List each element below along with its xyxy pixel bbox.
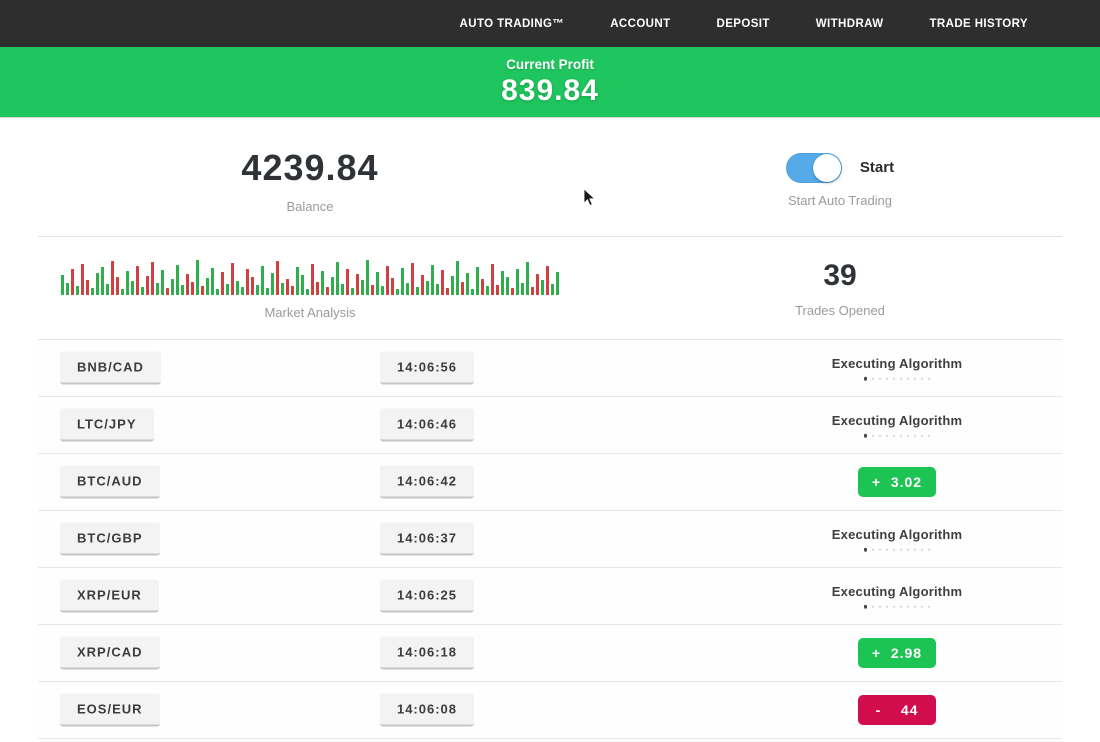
current-profit-banner: Current Profit 839.84 — [0, 47, 1100, 118]
profit-result-badge: + 2.98 — [857, 638, 937, 668]
top-navbar: AUTO TRADING™ ACCOUNT DEPOSIT WITHDRAW T… — [0, 0, 1100, 47]
pair-badge[interactable]: LTC/JPY — [60, 408, 154, 442]
time-badge: 14:06:25 — [379, 579, 475, 613]
profit-result-badge: + 3.02 — [857, 467, 937, 497]
stats-row-balance: 4239.84 Balance Start Start Auto Trading — [0, 118, 1100, 236]
status-executing-label: Executing Algorithm — [831, 526, 963, 542]
time-badge: 14:06:37 — [379, 522, 475, 556]
time-badge: 14:06:46 — [379, 408, 475, 442]
balance-label: Balance — [286, 198, 334, 214]
market-analysis-label: Market Analysis — [264, 304, 356, 320]
table-row: XRP/CAD 14:06:18 + 2.98 — [38, 625, 1062, 682]
nav-deposit[interactable]: DEPOSIT — [716, 17, 770, 30]
table-row: BNB/CAD 14:06:56 Executing Algorithm — [38, 340, 1062, 397]
algorithm-progress-dots — [817, 433, 977, 438]
stats-row-market: Market Analysis 39 Trades Opened — [0, 237, 1100, 339]
algorithm-progress-dots — [817, 547, 977, 552]
table-row: BTC/AUD 14:06:42 + 3.02 — [38, 454, 1062, 511]
pair-badge[interactable]: BTC/GBP — [60, 522, 160, 556]
trades-table: BNB/CAD 14:06:56 Executing Algorithm LTC… — [0, 340, 1100, 739]
nav-trade-history[interactable]: TRADE HISTORY — [929, 17, 1028, 30]
balance-value: 4239.84 — [241, 146, 379, 188]
current-profit-value: 839.84 — [501, 74, 599, 107]
start-auto-trading-label: Start Auto Trading — [787, 192, 893, 208]
pair-badge[interactable]: BNB/CAD — [60, 351, 161, 385]
status-executing-label: Executing Algorithm — [831, 583, 963, 599]
table-row: XRP/EUR 14:06:25 Executing Algorithm — [38, 568, 1062, 625]
status-executing-label: Executing Algorithm — [831, 355, 963, 371]
nav-auto-trading[interactable]: AUTO TRADING™ — [459, 17, 565, 30]
toggle-knob — [812, 153, 841, 182]
algorithm-progress-dots — [817, 604, 977, 609]
nav-withdraw[interactable]: WITHDRAW — [815, 17, 884, 30]
pair-badge[interactable]: XRP/EUR — [60, 579, 159, 613]
time-badge: 14:06:56 — [379, 351, 475, 385]
table-row: BTC/GBP 14:06:37 Executing Algorithm — [38, 511, 1062, 568]
auto-trading-toggle[interactable] — [785, 152, 842, 183]
current-profit-label: Current Profit — [506, 57, 594, 72]
trades-opened-label: Trades Opened — [795, 302, 885, 318]
time-badge: 14:06:18 — [379, 636, 475, 670]
market-analysis-chart — [61, 257, 559, 295]
status-executing-label: Executing Algorithm — [831, 412, 963, 428]
nav-account[interactable]: ACCOUNT — [610, 17, 671, 30]
loss-result-badge: - 44 — [858, 695, 936, 725]
pair-badge[interactable]: EOS/EUR — [60, 693, 160, 727]
trades-opened-value: 39 — [823, 258, 857, 292]
time-badge: 14:06:42 — [379, 465, 475, 499]
time-badge: 14:06:08 — [379, 693, 475, 727]
pair-badge[interactable]: XRP/CAD — [60, 636, 160, 670]
algorithm-progress-dots — [817, 376, 977, 381]
table-row: LTC/JPY 14:06:46 Executing Algorithm — [38, 397, 1062, 454]
table-row: EOS/EUR 14:06:08 - 44 — [38, 682, 1062, 739]
toggle-start-label: Start — [859, 159, 895, 176]
section-divider — [38, 236, 1062, 237]
section-divider — [38, 339, 1062, 340]
pair-badge[interactable]: BTC/AUD — [60, 465, 160, 499]
